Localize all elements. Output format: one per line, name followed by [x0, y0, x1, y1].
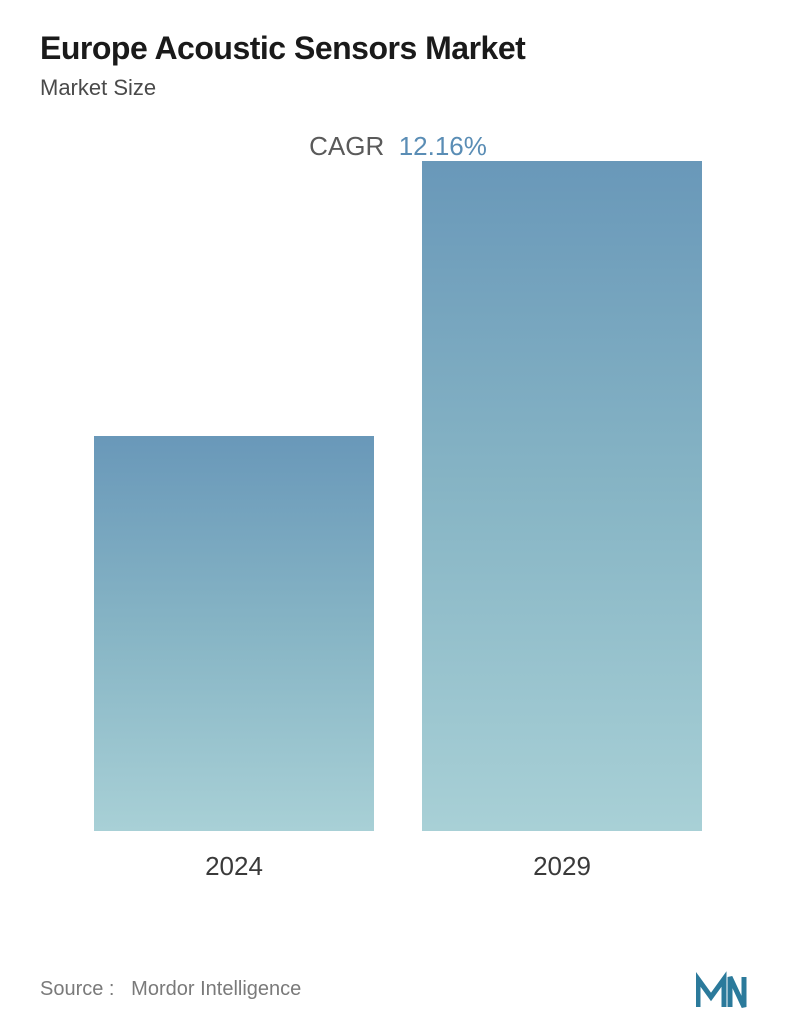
bar-label-2024: 2024	[205, 851, 263, 882]
source-label: Source :	[40, 978, 114, 1000]
footer: Source : Mordor Intelligence	[40, 969, 756, 1009]
bar-group-2024: 2024	[94, 436, 374, 882]
bar-2029	[422, 161, 702, 831]
source-text: Source : Mordor Intelligence	[40, 978, 301, 1001]
mordor-logo-icon	[696, 969, 756, 1009]
source-name: Mordor Intelligence	[131, 978, 301, 1000]
cagr-value: 12.16%	[399, 131, 487, 161]
bar-group-2029: 2029	[422, 161, 702, 882]
bar-label-2029: 2029	[533, 851, 591, 882]
cagr-container: CAGR 12.16%	[40, 131, 756, 162]
page-subtitle: Market Size	[40, 75, 756, 101]
cagr-label: CAGR	[309, 131, 384, 161]
page-title: Europe Acoustic Sensors Market	[40, 30, 756, 67]
bar-chart: 2024 2029	[40, 202, 756, 882]
bar-2024	[94, 436, 374, 831]
